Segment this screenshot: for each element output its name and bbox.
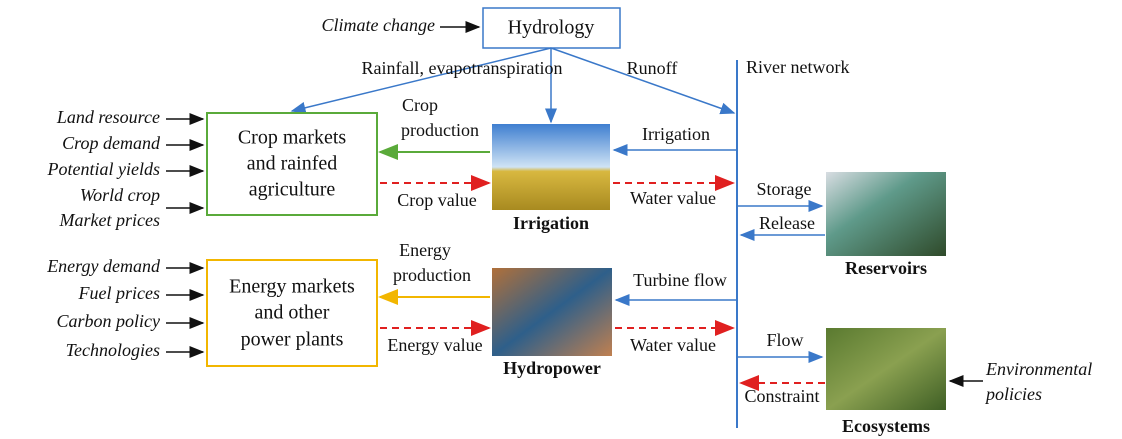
arrow — [550, 47, 736, 115]
crop-box-text: and rainfed — [247, 153, 338, 175]
irrigation-label: Irrigation — [513, 213, 589, 233]
policies: Environmental — [985, 359, 1092, 379]
input: Potential yields — [47, 159, 160, 179]
crop-production: Crop — [402, 95, 438, 115]
crop-box-text: Crop markets — [238, 127, 347, 149]
energy-production: Energy — [399, 240, 451, 260]
energy-box-text: power plants — [241, 329, 344, 351]
flow: Flow — [766, 330, 803, 350]
irrigation-image — [492, 124, 610, 210]
hydropower-label: Hydropower — [503, 358, 601, 378]
irrigation-flow: Irrigation — [642, 124, 710, 144]
ecosystem-label: Ecosystems — [842, 416, 930, 436]
energy-box — [206, 259, 378, 367]
ecosystem-image — [826, 328, 946, 410]
hydrology: Hydrology — [508, 17, 595, 39]
river-label: River network — [746, 57, 849, 77]
crop-box — [206, 112, 378, 216]
input: Energy demand — [46, 256, 161, 276]
input: Carbon policy — [57, 311, 161, 331]
crop-value: Crop value — [397, 190, 476, 210]
energy-box-text: Energy markets — [229, 276, 355, 298]
input: Crop demand — [62, 133, 161, 153]
input: Fuel prices — [78, 283, 160, 303]
release: Release — [759, 213, 815, 233]
climate-change: Climate change — [322, 15, 435, 35]
crop-inputs: Land resource Crop demand Potential yiel… — [47, 107, 161, 230]
input: Technologies — [66, 340, 160, 360]
arrow — [290, 47, 552, 114]
water-value: Water value — [630, 335, 716, 355]
hydropower-image — [492, 268, 612, 356]
input: Land resource — [56, 107, 160, 127]
input-arrows — [166, 262, 205, 358]
input: World crop — [80, 185, 160, 205]
energy-value: Energy value — [387, 335, 482, 355]
energy-production: production — [393, 265, 471, 285]
turbine-flow: Turbine flow — [633, 270, 727, 290]
crop-box-text: agriculture — [249, 179, 336, 201]
crop-production: production — [401, 120, 479, 140]
input: Market prices — [59, 210, 160, 230]
storage: Storage — [757, 179, 812, 199]
rainfall-label: Rainfall, evapotranspiration — [362, 58, 563, 78]
policies: policies — [984, 384, 1042, 404]
constraint: Constraint — [745, 386, 820, 406]
runoff-label: Runoff — [627, 58, 678, 78]
input-arrows — [166, 113, 205, 214]
reservoir-label: Reservoirs — [845, 258, 927, 278]
reservoir-image — [826, 172, 946, 256]
water-value: Water value — [630, 188, 716, 208]
energy-box-text: and other — [255, 302, 330, 324]
